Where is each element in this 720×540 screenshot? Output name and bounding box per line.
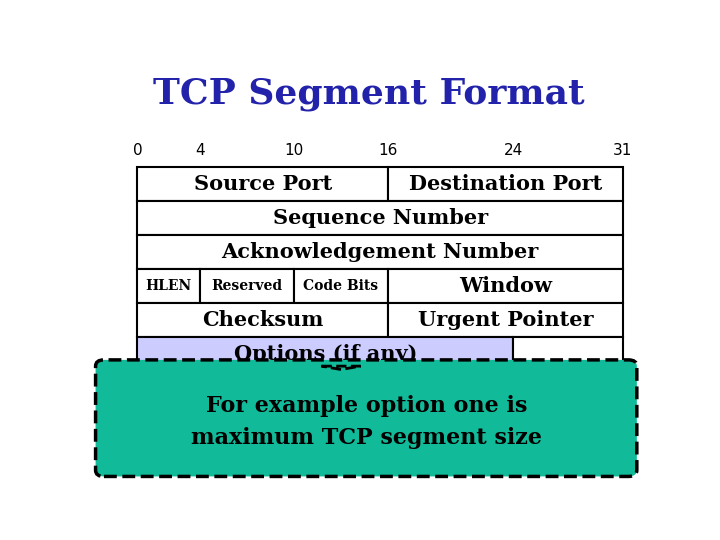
Text: Reserved: Reserved (212, 279, 283, 293)
Text: Options (if any): Options (if any) (234, 344, 417, 364)
Text: 16: 16 (378, 143, 397, 158)
Bar (138, 167, 388, 201)
Text: Window: Window (459, 276, 552, 296)
Text: Urgent Pointer: Urgent Pointer (418, 310, 593, 330)
Bar (388, 269, 623, 303)
Text: 4: 4 (195, 143, 205, 158)
Bar (200, 269, 294, 303)
Text: Destination Port: Destination Port (409, 174, 602, 194)
Text: TCP Segment Format: TCP Segment Format (153, 77, 585, 111)
Bar (138, 337, 513, 371)
Bar (138, 235, 623, 269)
Bar (138, 201, 623, 235)
Text: 10: 10 (284, 143, 304, 158)
Text: 24: 24 (504, 143, 523, 158)
Text: Source Port: Source Port (194, 174, 332, 194)
Text: Checksum: Checksum (202, 310, 323, 330)
Bar (138, 303, 388, 337)
Text: For example option one is
maximum TCP segment size: For example option one is maximum TCP se… (191, 395, 541, 449)
Bar (388, 303, 623, 337)
Bar (138, 269, 200, 303)
Bar (294, 269, 388, 303)
Text: Acknowledgement Number: Acknowledgement Number (222, 242, 539, 262)
Bar (513, 337, 623, 371)
Bar (138, 371, 623, 406)
FancyBboxPatch shape (96, 360, 637, 476)
Text: HLEN: HLEN (145, 279, 192, 293)
Text: Sequence Number: Sequence Number (273, 208, 487, 228)
Bar (388, 167, 623, 201)
Polygon shape (322, 366, 361, 369)
Text: 0: 0 (132, 143, 143, 158)
Text: Code Bits: Code Bits (303, 279, 379, 293)
Text: 31: 31 (613, 143, 633, 158)
